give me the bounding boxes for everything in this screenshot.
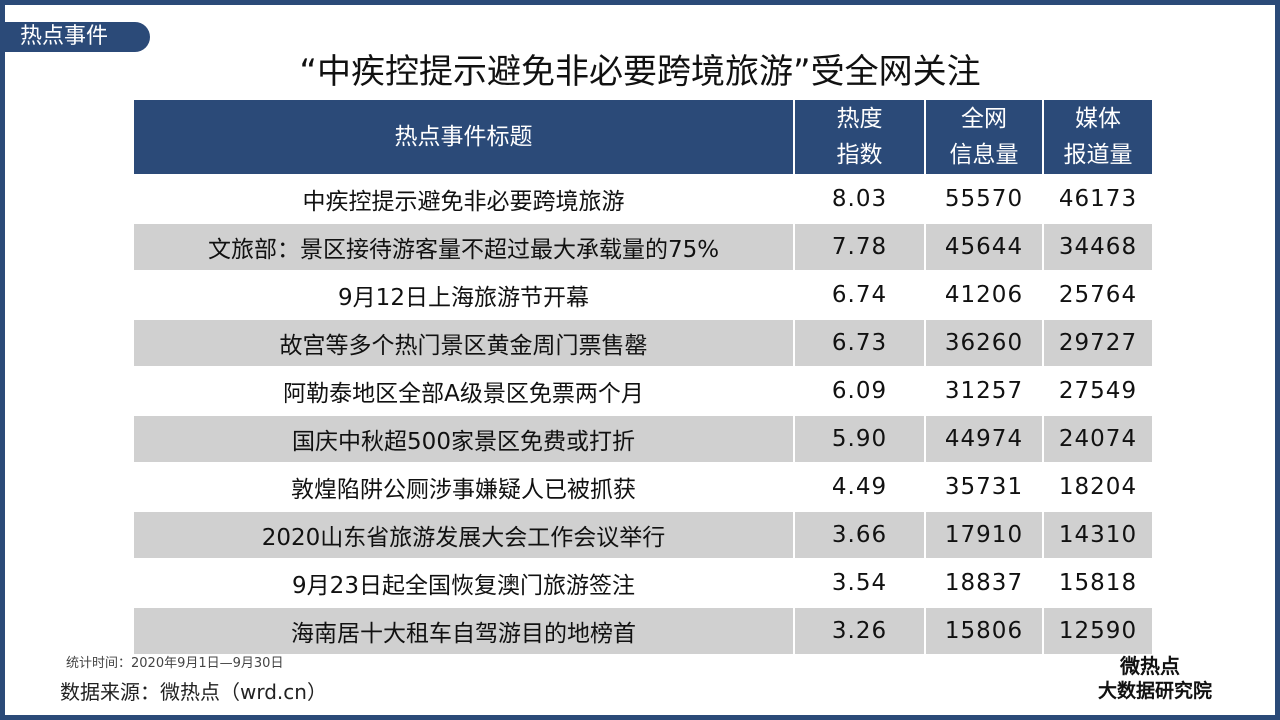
number-cell: 18204 xyxy=(1043,462,1152,511)
number-cell: 5.90 xyxy=(794,414,926,463)
number-cell: 4.49 xyxy=(794,462,926,511)
title-cell: 阿勒泰地区全部A级景区免票两个月 xyxy=(134,366,795,415)
number-cell: 12590 xyxy=(1043,606,1152,654)
header-cell: 热度 指数 xyxy=(794,100,926,175)
number-cell: 6.74 xyxy=(794,270,926,319)
header-text: 信息量 xyxy=(949,142,1019,168)
header-cell: 媒体 报道量 xyxy=(1043,100,1152,175)
number-cell: 41206 xyxy=(925,270,1044,319)
number-cell: 45644 xyxy=(925,222,1044,271)
logo-name: 微热点 xyxy=(1120,654,1180,678)
data-source: 数据来源：微热点（wrd.cn） xyxy=(60,680,327,704)
number-cell: 27549 xyxy=(1043,366,1152,415)
table-row: 阿勒泰地区全部A级景区免票两个月 6.09 31257 27549 xyxy=(134,366,1152,415)
title-cell: 故宫等多个热门景区黄金周门票售罄 xyxy=(134,318,795,367)
number-cell: 7.78 xyxy=(794,222,926,271)
title-cell: 文旅部：景区接待游客量不超过最大承载量的75% xyxy=(134,222,795,271)
header-text: 热度 xyxy=(836,106,883,132)
header-text: 报道量 xyxy=(1063,142,1133,168)
table-row: 国庆中秋超500家景区免费或打折 5.90 44974 24074 xyxy=(134,414,1152,463)
table-row: 敦煌陷阱公厕涉事嫌疑人已被抓获 4.49 35731 18204 xyxy=(134,462,1152,511)
page-title: “中疾控提示避免非必要跨境旅游”受全网关注 xyxy=(299,52,981,92)
header-text: 热点事件标题 xyxy=(394,124,533,150)
number-cell: 46173 xyxy=(1043,174,1152,223)
number-cell: 14310 xyxy=(1043,510,1152,559)
number-cell: 15806 xyxy=(925,606,1044,654)
title-cell: 中疾控提示避免非必要跨境旅游 xyxy=(134,174,795,223)
data-table: 热点事件标题 热度 指数 全网 信息量 媒体 报道量 中疾控提示避免非必要跨境旅游 8.03 55… xyxy=(134,100,1152,654)
header-text: 媒体 xyxy=(1075,106,1121,132)
section-tag: 热点事件 xyxy=(0,22,150,52)
header-cell: 热点事件标题 xyxy=(134,100,795,175)
number-cell: 55570 xyxy=(925,174,1044,223)
number-cell: 3.66 xyxy=(794,510,926,559)
table-row: 中疾控提示避免非必要跨境旅游 8.03 55570 46173 xyxy=(134,174,1152,223)
number-cell: 15818 xyxy=(1043,558,1152,607)
table-row: 9月23日起全国恢复澳门旅游签注 3.54 18837 15818 xyxy=(134,558,1152,607)
number-cell: 44974 xyxy=(925,414,1044,463)
header-text: 指数 xyxy=(836,142,883,168)
number-cell: 6.09 xyxy=(794,366,926,415)
title-cell: 2020山东省旅游发展大会工作会议举行 xyxy=(134,510,795,559)
number-cell: 35731 xyxy=(925,462,1044,511)
number-cell: 17910 xyxy=(925,510,1044,559)
number-cell: 24074 xyxy=(1043,414,1152,463)
title-cell: 9月12日上海旅游节开幕 xyxy=(134,270,795,319)
number-cell: 18837 xyxy=(925,558,1044,607)
header-text: 全网 xyxy=(961,106,1007,132)
number-cell: 3.54 xyxy=(794,558,926,607)
number-cell: 31257 xyxy=(925,366,1044,415)
stat-period: 统计时间：2020年9月1日—9月30日 xyxy=(66,656,284,671)
number-cell: 34468 xyxy=(1043,222,1152,271)
table-row: 海南居十大租车自驾游目的地榜首 3.26 15806 12590 xyxy=(134,606,1152,654)
title-cell: 海南居十大租车自驾游目的地榜首 xyxy=(134,606,795,654)
number-cell: 25764 xyxy=(1043,270,1152,319)
table-row: 9月12日上海旅游节开幕 6.74 41206 25764 xyxy=(134,270,1152,319)
title-cell: 敦煌陷阱公厕涉事嫌疑人已被抓获 xyxy=(134,462,795,511)
title-cell: 9月23日起全国恢复澳门旅游签注 xyxy=(134,558,795,607)
number-cell: 3.26 xyxy=(794,606,926,654)
number-cell: 8.03 xyxy=(794,174,926,223)
header-cell: 全网 信息量 xyxy=(925,100,1044,175)
table-row: 故宫等多个热门景区黄金周门票售罄 6.73 36260 29727 xyxy=(134,318,1152,367)
table-row: 2020山东省旅游发展大会工作会议举行 3.66 17910 14310 xyxy=(134,510,1152,559)
number-cell: 6.73 xyxy=(794,318,926,367)
table-row: 文旅部：景区接待游客量不超过最大承载量的75% 7.78 45644 34468 xyxy=(134,222,1152,271)
number-cell: 29727 xyxy=(1043,318,1152,367)
title-cell: 国庆中秋超500家景区免费或打折 xyxy=(134,414,795,463)
logo-subtitle: 大数据研究院 xyxy=(1098,680,1213,702)
number-cell: 36260 xyxy=(925,318,1044,367)
